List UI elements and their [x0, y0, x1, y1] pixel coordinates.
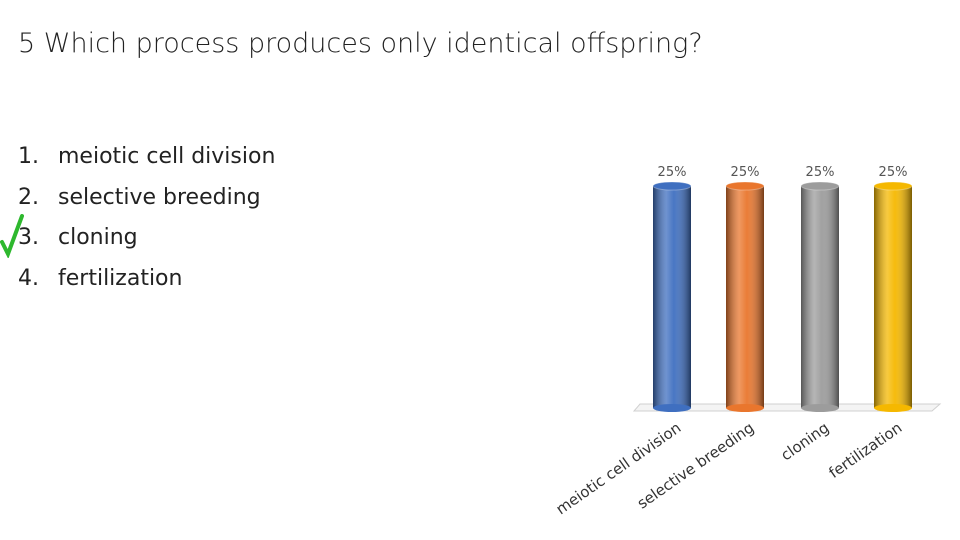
- value-label: 25%: [879, 165, 908, 180]
- bar-shading: [874, 186, 912, 408]
- option-text: selective breeding: [58, 184, 261, 210]
- chart-floor: [632, 403, 942, 412]
- bar-shading: [653, 186, 691, 408]
- option-text: cloning: [58, 225, 138, 250]
- value-label: 25%: [731, 165, 760, 180]
- category-label: meiotic cell division: [553, 419, 685, 519]
- option: 4. fertilization: [18, 266, 275, 307]
- option: 1. meiotic cell division: [18, 144, 275, 185]
- bar-base: [726, 404, 764, 412]
- option-number: 3.: [18, 225, 39, 250]
- option-number: 1.: [18, 144, 39, 169]
- options: 1. meiotic cell division 2. selective breed…: [18, 144, 275, 306]
- option-number: 2.: [18, 184, 39, 210]
- bar-cap: [873, 181, 913, 191]
- correct-check: [0, 214, 24, 258]
- option: 3. cloning: [18, 225, 275, 266]
- option: 2. selective breeding: [18, 185, 275, 226]
- category-label: cloning: [777, 419, 832, 465]
- bar-cap: [800, 181, 840, 191]
- bar-shading: [801, 186, 839, 408]
- value-label: 25%: [658, 165, 687, 180]
- bar-cap: [725, 181, 765, 191]
- bar-base: [801, 404, 839, 412]
- bar-base: [653, 404, 691, 412]
- option-number: 4.: [18, 265, 39, 291]
- bar-shading: [726, 186, 764, 408]
- category-label: fertilization: [825, 419, 905, 482]
- value-label: 25%: [806, 165, 835, 180]
- option-text: fertilization: [58, 265, 183, 291]
- question: 5 Which process produces only identical …: [18, 28, 703, 59]
- bar-base: [874, 404, 912, 412]
- option-text: meiotic cell division: [58, 144, 276, 169]
- bar-cap: [652, 181, 692, 191]
